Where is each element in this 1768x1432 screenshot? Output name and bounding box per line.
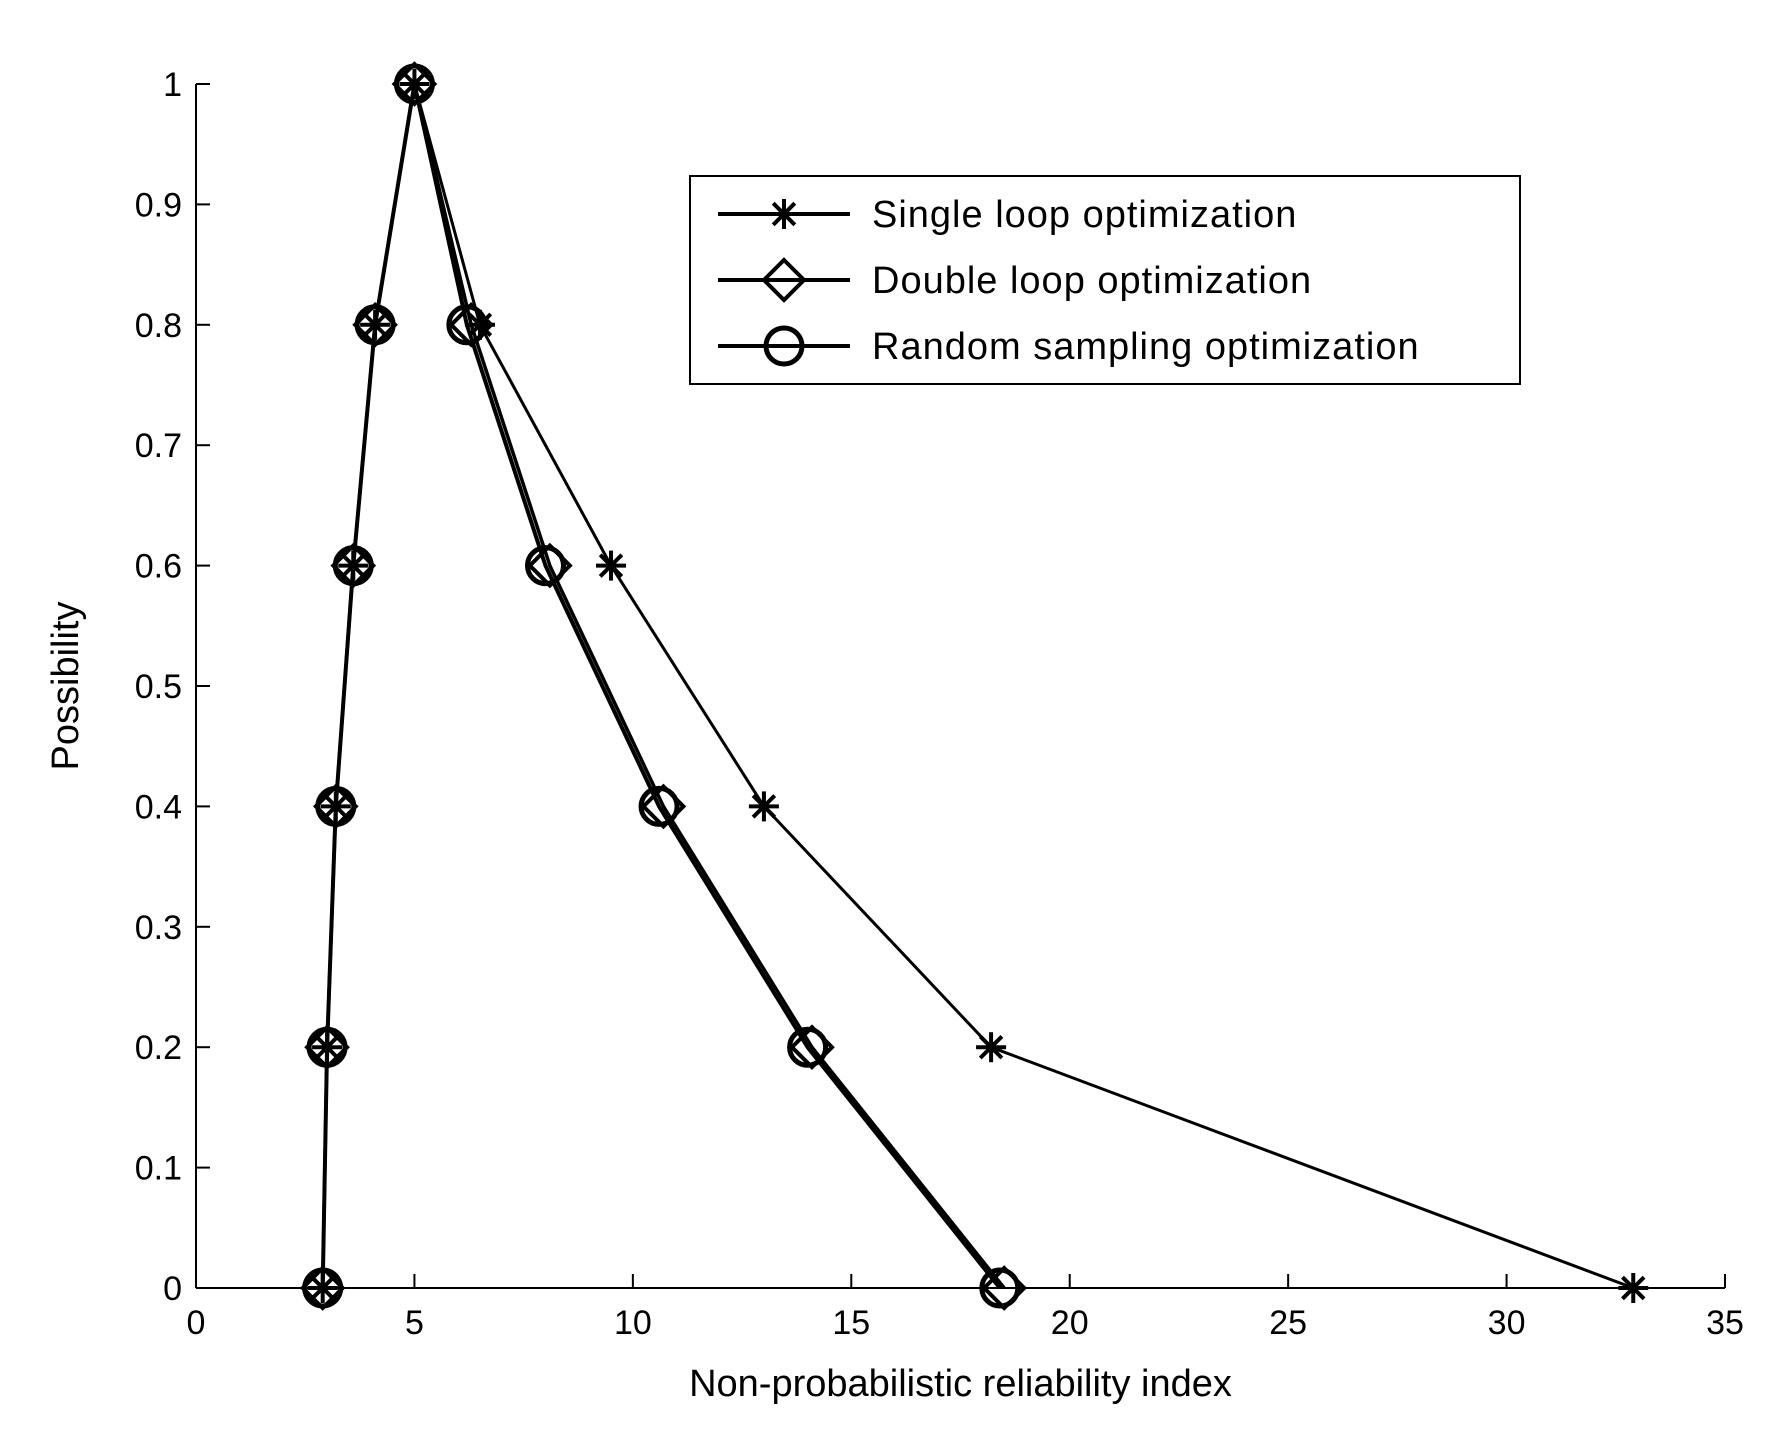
x-tick-label: 15 — [832, 1304, 870, 1342]
data-point — [748, 791, 779, 822]
y-tick-label: 0.3 — [135, 909, 182, 947]
y-tick-label: 0.7 — [135, 427, 182, 465]
data-point — [524, 545, 566, 587]
data-point — [596, 550, 627, 581]
y-tick-label: 0 — [163, 1270, 182, 1308]
legend: Single loop optimization Double loop opti… — [689, 175, 1521, 385]
y-tick-label: 0.1 — [135, 1150, 182, 1188]
y-tick-label: 0.6 — [135, 548, 182, 586]
legend-label: Single loop optimization — [872, 194, 1297, 236]
data-point — [306, 1026, 348, 1068]
data-point — [787, 1026, 829, 1068]
y-tick-label: 0.2 — [135, 1029, 182, 1067]
x-tick-label: 20 — [1051, 1304, 1089, 1342]
x-tick-label: 0 — [187, 1304, 206, 1342]
series-line — [320, 82, 1002, 1290]
y-tick-label: 0.8 — [135, 307, 182, 345]
x-tick-label: 10 — [614, 1304, 652, 1342]
legend-label: Random sampling optimization — [872, 326, 1420, 368]
legend-label: Double loop optimization — [872, 260, 1312, 302]
data-point — [976, 1032, 1007, 1063]
legend-marker — [763, 325, 805, 367]
legend-entry: Single loop optimization — [718, 194, 1297, 236]
data-point — [302, 1267, 344, 1309]
legend-marker — [769, 199, 799, 229]
x-tick-label: 25 — [1269, 1304, 1307, 1342]
series-circle — [302, 63, 1021, 1309]
legend-marker — [761, 257, 807, 303]
x-tick-label: 30 — [1488, 1304, 1526, 1342]
y-tick-label: 1 — [163, 66, 182, 104]
data-point — [332, 545, 374, 587]
data-point — [315, 785, 357, 827]
data-point — [1618, 1273, 1649, 1303]
data-point — [446, 304, 488, 346]
axes: 0 5 10 15 20 25 30 35 0 0.1 0.2 0.3 0.4 0.5 0.6 0.7 0.8 0… — [135, 66, 1744, 1342]
x-tick-label: 35 — [1706, 1304, 1744, 1342]
y-tick-label: 0.9 — [135, 186, 182, 224]
series-layer — [299, 61, 1649, 1311]
data-point — [354, 304, 396, 346]
data-point — [638, 785, 680, 827]
data-point — [393, 63, 435, 105]
data-point — [979, 1267, 1021, 1309]
legend-entry: Double loop optimization — [718, 257, 1312, 303]
y-tick-label: 0.5 — [135, 668, 182, 706]
x-tick-label: 5 — [405, 1304, 424, 1342]
y-tick-label: 0.4 — [135, 788, 182, 826]
x-axis-label: Non-probabilistic reliability index — [689, 1363, 1232, 1405]
y-axis-label: Possibility — [45, 602, 87, 771]
legend-entry: Random sampling optimization — [718, 325, 1420, 368]
